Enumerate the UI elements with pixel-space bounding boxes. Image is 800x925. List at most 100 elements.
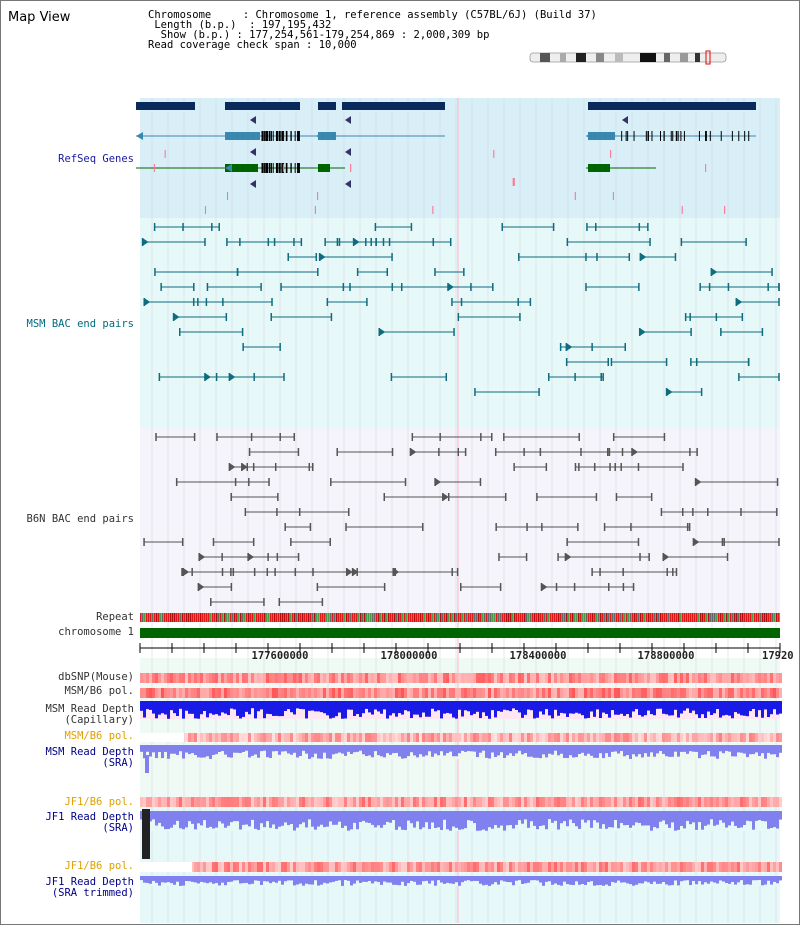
depth-bar <box>710 745 713 757</box>
polymorphism-heat-tracks[interactable] <box>140 673 782 872</box>
depth-bar <box>566 745 569 759</box>
depth-bar <box>212 876 215 884</box>
pol-cell <box>248 673 251 683</box>
depth-bar <box>701 745 704 755</box>
repeat-track[interactable] <box>140 613 780 622</box>
repeat-segment <box>402 613 404 622</box>
pol-cell <box>473 733 476 742</box>
depth-bar <box>650 811 653 831</box>
pol-cell <box>752 797 755 807</box>
track-label-b6n-bac[interactable]: B6N BAC end pairs <box>26 513 134 525</box>
msm-bac-pairs[interactable] <box>141 223 780 396</box>
pol-cell <box>713 733 716 742</box>
depth-bar <box>638 745 641 755</box>
repeat-segment <box>340 613 342 622</box>
depth-bar <box>362 876 365 882</box>
depth-bar <box>419 876 422 885</box>
depth-bar <box>194 811 197 830</box>
pol-cell <box>686 797 689 807</box>
depth-bar <box>230 745 233 758</box>
pol-cell <box>245 688 248 698</box>
depth-bar <box>164 745 167 752</box>
pol-cell <box>416 673 419 683</box>
repeat-segment <box>614 613 616 622</box>
repeat-segment <box>710 613 712 622</box>
depth-bar <box>644 876 647 882</box>
depth-bar <box>728 701 731 716</box>
pol-cell <box>299 862 302 872</box>
pol-cell <box>617 733 620 742</box>
b6n-bac-pairs[interactable] <box>143 433 780 606</box>
depth-bar <box>479 811 482 831</box>
exon-block <box>225 164 258 172</box>
depth-bar <box>602 876 605 886</box>
pol-cell <box>194 673 197 683</box>
repeat-segment <box>260 613 262 622</box>
pol-cell <box>158 797 161 807</box>
pol-cell <box>530 673 533 683</box>
depth-bar <box>458 745 461 754</box>
pol-cell <box>458 733 461 742</box>
depth-bar <box>407 811 410 821</box>
read-depth-tracks[interactable] <box>140 701 782 886</box>
depth-bar <box>587 745 590 754</box>
pol-cell <box>572 797 575 807</box>
repeat-segment <box>530 613 532 622</box>
pol-cell <box>569 862 572 872</box>
depth-bar <box>434 701 437 712</box>
depth-bar <box>656 811 659 829</box>
depth-bar <box>545 745 548 758</box>
pol-cell <box>587 797 590 807</box>
depth-bar <box>704 745 707 755</box>
repeat-segment <box>566 613 568 622</box>
pol-cell <box>206 862 209 872</box>
depth-bar <box>191 811 194 824</box>
pol-cell <box>254 862 257 872</box>
depth-bar <box>332 811 335 825</box>
depth-bar <box>245 701 248 712</box>
pol-cell <box>413 673 416 683</box>
depth-bar <box>545 876 548 882</box>
depth-bar <box>527 745 530 757</box>
repeat-segment <box>512 613 514 622</box>
pol-cell <box>437 862 440 872</box>
depth-bar <box>659 811 662 822</box>
depth-bar <box>737 811 740 828</box>
repeat-segment <box>310 613 312 622</box>
track-label-msm-bac[interactable]: MSM BAC end pairs <box>26 318 134 330</box>
depth-bar <box>479 876 482 884</box>
depth-bar <box>641 876 644 884</box>
repeat-segment <box>234 613 236 622</box>
pol-cell <box>179 797 182 807</box>
pol-cell <box>254 673 257 683</box>
repeat-segment <box>202 613 204 622</box>
pol-cell <box>608 862 611 872</box>
repeat-segment <box>522 613 524 622</box>
pol-cell <box>383 797 386 807</box>
track-label-refseq[interactable]: RefSeq Genes <box>58 153 134 165</box>
depth-bar <box>665 701 668 715</box>
pol-cell <box>449 862 452 872</box>
depth-bar <box>629 745 632 759</box>
pol-cell <box>764 733 767 742</box>
depth-bar <box>617 701 620 715</box>
pol-cell <box>710 673 713 683</box>
pol-cell <box>308 862 311 872</box>
depth-bar <box>371 876 374 884</box>
pol-cell <box>170 688 173 698</box>
repeat-segment <box>410 613 412 622</box>
chromosome-ideogram[interactable] <box>529 50 727 65</box>
pol-cell <box>569 688 572 698</box>
pol-cell <box>359 673 362 683</box>
depth-bar <box>434 811 437 828</box>
pol-cell <box>500 862 503 872</box>
refseq-gene-track[interactable] <box>136 102 756 214</box>
depth-bar <box>179 745 182 752</box>
pol-cell <box>473 862 476 872</box>
pol-cell <box>353 862 356 872</box>
depth-bar <box>236 745 239 753</box>
repeat-segment <box>388 613 390 622</box>
strand-arrow <box>136 132 143 140</box>
depth-bar <box>317 811 320 827</box>
